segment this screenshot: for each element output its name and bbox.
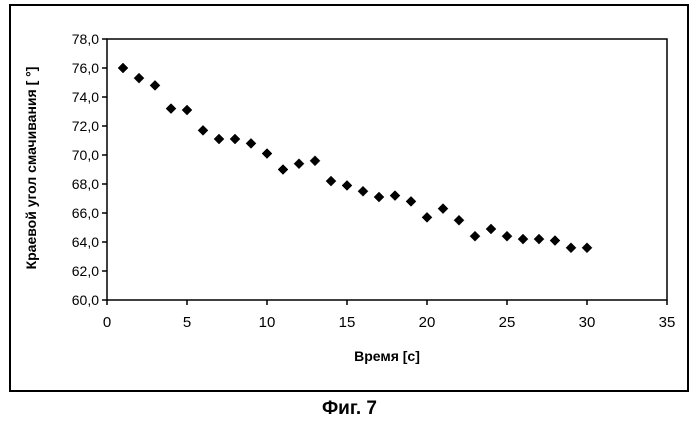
y-tick-label: 70,0 xyxy=(72,147,99,163)
x-axis-label: Время [с] xyxy=(354,348,420,364)
y-tick-label: 72,0 xyxy=(72,118,99,134)
data-point xyxy=(278,165,288,175)
data-point xyxy=(326,176,336,186)
x-tick-label: 15 xyxy=(339,314,356,331)
data-point xyxy=(390,191,400,201)
data-point xyxy=(518,234,528,244)
data-point xyxy=(150,80,160,90)
y-tick-label: 66,0 xyxy=(72,205,99,221)
y-tick-label: 64,0 xyxy=(72,234,99,250)
chart-svg: 60,0 62,0 64,0 66,0 68,0 70,0 72,0 74,0 76,0 78,0… xyxy=(0,0,699,395)
data-point xyxy=(534,234,544,244)
y-tick-label: 76,0 xyxy=(72,60,99,76)
data-point xyxy=(342,180,352,190)
y-axis-label: Краевой угол смачивания [ °] xyxy=(23,67,39,270)
data-point xyxy=(406,196,416,206)
x-tick-label: 10 xyxy=(259,314,276,331)
data-point xyxy=(438,204,448,214)
x-tick-label: 5 xyxy=(183,314,191,331)
data-point xyxy=(246,138,256,148)
data-point xyxy=(470,231,480,241)
data-point xyxy=(374,192,384,202)
data-point xyxy=(198,125,208,135)
x-tick-label: 0 xyxy=(103,314,111,331)
data-points xyxy=(118,63,592,253)
y-tick-label: 74,0 xyxy=(72,89,99,105)
y-axis-ticks: 60,0 62,0 64,0 66,0 68,0 70,0 72,0 74,0 76,0 78,0 xyxy=(72,31,107,308)
data-point xyxy=(166,104,176,114)
data-point xyxy=(486,224,496,234)
data-point xyxy=(230,134,240,144)
data-point xyxy=(134,73,144,83)
x-tick-label: 25 xyxy=(499,314,516,331)
y-tick-label: 62,0 xyxy=(72,263,99,279)
y-tick-label: 68,0 xyxy=(72,176,99,192)
plot-area xyxy=(107,39,667,300)
data-point xyxy=(294,159,304,169)
figure-caption: Фиг. 7 xyxy=(0,398,699,420)
data-point xyxy=(262,149,272,159)
data-point xyxy=(118,63,128,73)
data-point xyxy=(454,215,464,225)
data-point xyxy=(566,243,576,253)
data-point xyxy=(182,105,192,115)
data-point xyxy=(550,236,560,246)
x-tick-label: 35 xyxy=(659,314,676,331)
plot-border xyxy=(107,39,667,300)
data-point xyxy=(502,231,512,241)
data-point xyxy=(310,156,320,166)
data-point xyxy=(358,186,368,196)
y-tick-label: 60,0 xyxy=(72,292,99,308)
data-point xyxy=(422,212,432,222)
y-tick-label: 78,0 xyxy=(72,31,99,47)
data-point xyxy=(214,134,224,144)
x-tick-label: 30 xyxy=(579,314,596,331)
data-point xyxy=(582,243,592,253)
x-axis-ticks: 0 5 10 15 20 25 30 35 xyxy=(103,300,676,331)
x-tick-label: 20 xyxy=(419,314,436,331)
